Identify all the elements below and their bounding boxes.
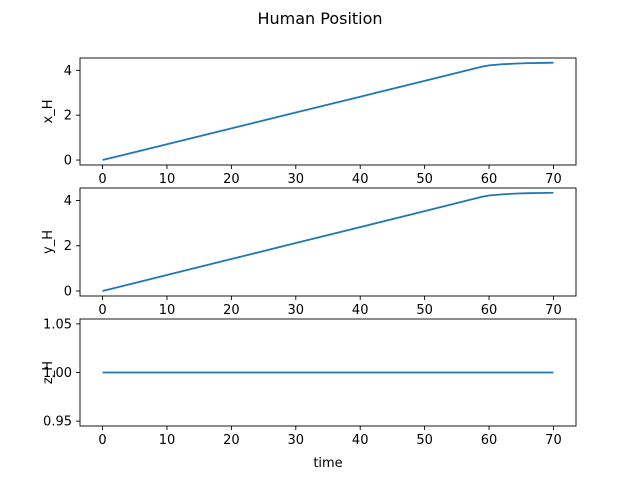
x-tick-label-y-h: 30	[288, 303, 305, 318]
y-tick-label-z-h: 1.00	[43, 366, 72, 381]
x-tick-label-z-h: 10	[159, 433, 176, 448]
x-tick-label-x-h: 40	[352, 172, 369, 187]
x-tick-label-z-h: 20	[223, 433, 240, 448]
x-tick-label-x-h: 10	[159, 172, 176, 187]
x-tick-label-z-h: 70	[545, 433, 562, 448]
x-tick-label-y-h: 70	[545, 303, 562, 318]
x-tick-label-z-h: 50	[416, 433, 433, 448]
panel-x-h: 0 10 20 30 40 50 60 70 0 2 4 x_H	[41, 57, 577, 187]
x-tick-label-x-h: 0	[98, 172, 106, 187]
x-tick-label-y-h: 10	[159, 303, 176, 318]
y-tick-label-y-h: 0	[64, 285, 72, 300]
x-tick-label-y-h: 0	[98, 303, 106, 318]
x-tick-label-z-h: 0	[98, 433, 106, 448]
y-tick-label-x-h: 0	[64, 154, 72, 169]
x-tick-label-x-h: 30	[288, 172, 305, 187]
series-line-y-h	[102, 191, 554, 292]
x-tick-label-x-h: 50	[416, 172, 433, 187]
y-axis-label-x-h: x_H	[41, 100, 56, 124]
x-tick-label-z-h: 60	[481, 433, 498, 448]
x-axis-label-z-h: time	[313, 456, 342, 471]
x-tick-label-x-h: 60	[481, 172, 498, 187]
axes-frame-x-h	[79, 57, 577, 166]
figure-title: Human Position	[257, 9, 382, 28]
x-tick-label-x-h: 20	[223, 172, 240, 187]
series-line-x-h	[102, 61, 554, 161]
y-tick-label-x-h: 4	[64, 64, 72, 79]
x-tick-label-x-h: 70	[545, 172, 562, 187]
y-axis-label-z-h: z_H	[41, 361, 56, 384]
x-tick-label-y-h: 50	[416, 303, 433, 318]
x-tick-label-z-h: 30	[288, 433, 305, 448]
y-tick-label-y-h: 4	[64, 194, 72, 209]
x-tick-label-y-h: 60	[481, 303, 498, 318]
x-tick-label-z-h: 40	[352, 433, 369, 448]
axes-frame-y-h	[79, 187, 577, 297]
y-tick-label-z-h: 1.05	[43, 317, 72, 332]
panel-y-h: 0 10 20 30 40 50 60 70 0 2 4 y_H	[41, 187, 577, 318]
x-tick-label-y-h: 20	[223, 303, 240, 318]
y-tick-label-z-h: 0.95	[43, 415, 72, 430]
y-tick-label-x-h: 2	[64, 109, 72, 124]
x-tick-label-y-h: 40	[352, 303, 369, 318]
y-tick-label-y-h: 2	[64, 239, 72, 254]
y-axis-label-y-h: y_H	[41, 230, 56, 254]
